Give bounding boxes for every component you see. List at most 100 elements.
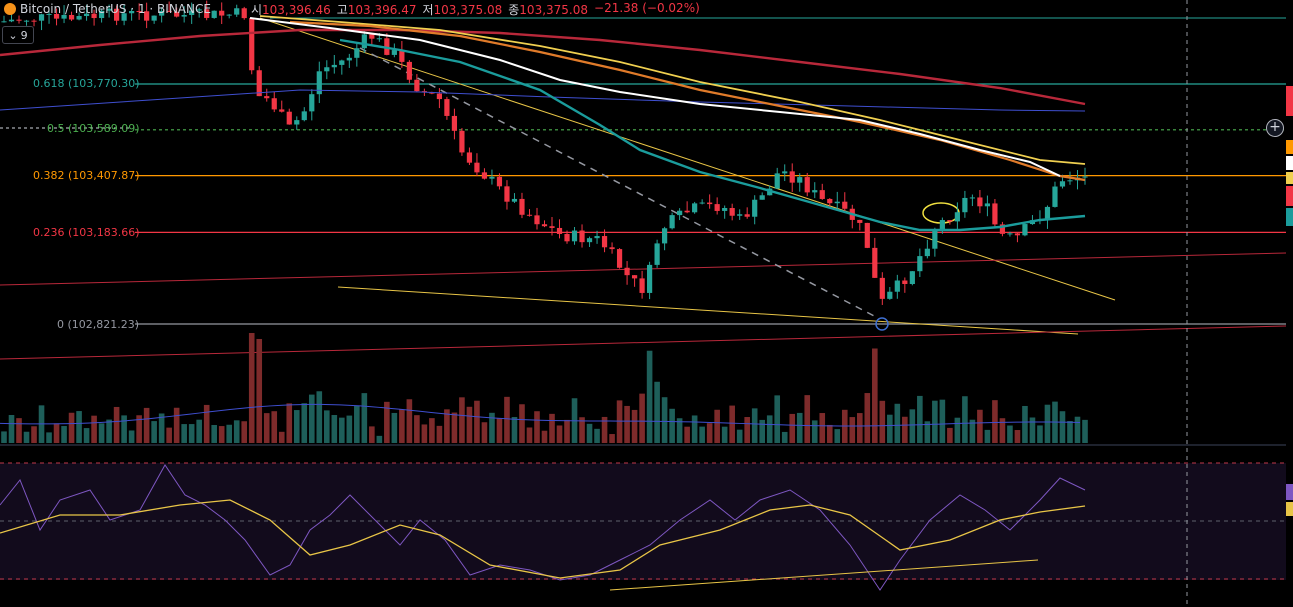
volume-bar — [361, 393, 368, 443]
candle-body — [294, 120, 300, 125]
volume-bar — [541, 430, 548, 443]
candle-body — [1014, 233, 1021, 236]
volume-bar — [796, 412, 803, 443]
candle-body — [692, 203, 698, 213]
candle-body — [53, 13, 60, 19]
volume-bar — [534, 411, 540, 443]
volume-bar — [511, 416, 518, 443]
volume-bar — [339, 417, 345, 443]
candle-body — [91, 13, 97, 19]
volume-bar — [376, 435, 383, 443]
volume-bar — [113, 406, 120, 443]
candle-body — [571, 230, 578, 242]
volume-bar — [218, 426, 225, 443]
candle-body — [316, 71, 322, 95]
volume-bar — [909, 409, 916, 443]
volume-bar — [121, 415, 127, 443]
volume-bar — [98, 423, 105, 443]
candle-body — [271, 98, 277, 110]
volume-bar — [676, 418, 683, 443]
candle-body — [774, 173, 780, 189]
volume-bar — [849, 417, 856, 443]
open-value: 103,396.46 — [262, 2, 331, 17]
volume-bar — [579, 417, 585, 443]
volume-bar — [834, 429, 841, 443]
volume-bar — [894, 403, 901, 443]
price-marker-red — [1286, 86, 1293, 116]
candle-body — [939, 220, 945, 231]
candle-body — [752, 199, 758, 217]
candle-body — [631, 275, 638, 279]
volume-bar — [226, 424, 233, 443]
candle-body — [174, 11, 180, 17]
candle-body — [977, 197, 983, 207]
volume-bar — [466, 406, 473, 443]
candle-body — [984, 203, 991, 207]
indicators-collapse-button[interactable]: ⌄ 9 — [2, 26, 34, 44]
candle-body — [264, 96, 270, 99]
candle-body — [812, 190, 818, 193]
candle-body — [459, 130, 465, 153]
volume-bar — [489, 412, 495, 443]
volume-bar — [406, 399, 413, 443]
volume-bar — [751, 408, 758, 443]
pane-separator[interactable] — [0, 444, 1286, 446]
volume-bar — [444, 409, 450, 443]
candle-body — [654, 243, 660, 265]
volume-bar — [316, 391, 323, 443]
price-marker-red2 — [1286, 186, 1293, 206]
candle-body — [819, 190, 825, 199]
volume-bar — [1022, 405, 1028, 443]
volume-bar — [999, 418, 1006, 443]
candle-body — [196, 9, 202, 11]
volume-bar — [203, 404, 210, 443]
volume-bar — [286, 403, 293, 443]
candle-body — [526, 214, 533, 216]
volume-bar — [83, 428, 90, 443]
fib-label-0: 0 (102,821.23) — [57, 318, 140, 331]
volume-bar — [744, 417, 750, 443]
bitcoin-icon — [4, 3, 16, 15]
candle-body — [46, 13, 52, 15]
candle-body — [114, 8, 120, 21]
volume-bar — [939, 399, 946, 443]
volume-bar — [586, 423, 593, 443]
volume-bar — [969, 419, 976, 443]
volume-bar — [68, 412, 75, 443]
volume-bar — [271, 411, 278, 443]
volume-bar — [1, 431, 7, 443]
volume-bar — [451, 412, 458, 443]
volume-bar — [947, 427, 953, 443]
candle-body — [106, 8, 112, 11]
close-value: 103,375.08 — [519, 2, 589, 17]
candle-body — [834, 201, 840, 204]
volume-bar — [699, 426, 705, 443]
candle-body — [1059, 181, 1066, 187]
rsi-ma-line — [0, 499, 1086, 579]
candle-body — [992, 203, 998, 225]
candle-body — [504, 186, 510, 202]
volume-bar — [879, 400, 886, 443]
volume-bar — [917, 395, 923, 443]
candle-body — [249, 18, 255, 71]
candle-body — [376, 38, 382, 40]
trendline-red-lower — [0, 325, 1287, 360]
volume-bar — [301, 403, 308, 443]
candle-body — [474, 162, 480, 173]
change-value: −21.38 (−0.02%) — [594, 0, 700, 15]
volume-bar — [564, 419, 570, 443]
candle-body — [707, 202, 713, 205]
volume-bar — [1044, 404, 1051, 443]
candle-body — [181, 14, 187, 17]
volume-bar — [188, 424, 195, 443]
add-plus-icon[interactable]: + — [1266, 119, 1284, 137]
volume-bar — [1074, 416, 1081, 443]
volume-bar — [819, 413, 826, 443]
candle-body — [211, 10, 217, 18]
volume-bar — [887, 414, 893, 443]
candle-body — [324, 67, 330, 72]
volume-bar — [414, 415, 420, 443]
volume-bar — [331, 415, 338, 443]
symbol-title[interactable]: Bitcoin / TetherUS · 1 · BINANCE — [0, 2, 211, 16]
